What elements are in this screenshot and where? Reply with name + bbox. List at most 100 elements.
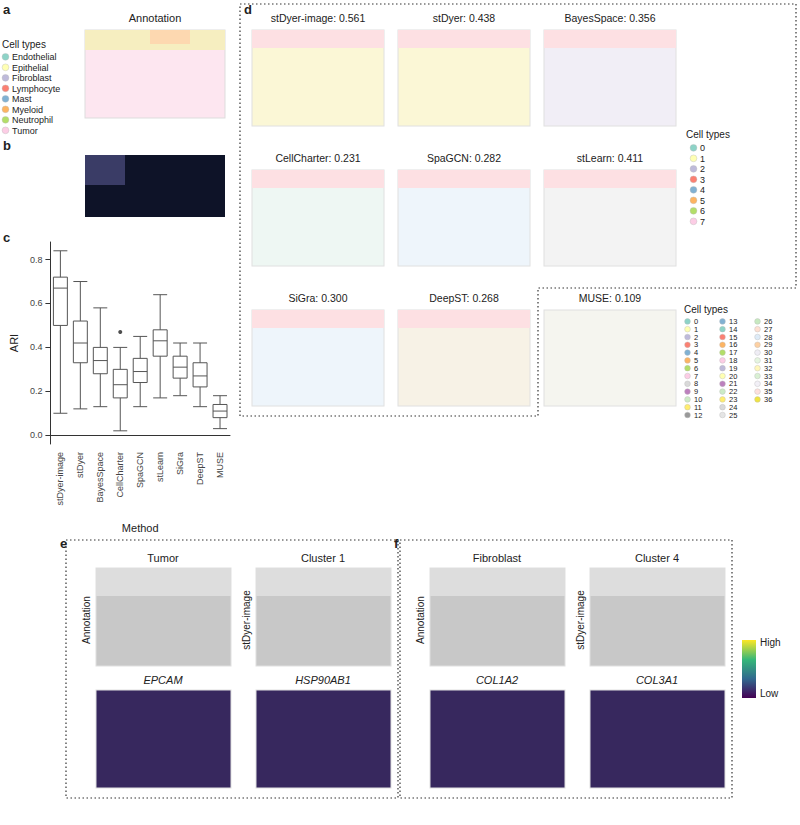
svg-text:SpaGCN: 0.282: SpaGCN: 0.282 bbox=[427, 152, 501, 164]
svg-text:b: b bbox=[3, 138, 11, 153]
svg-text:19: 19 bbox=[729, 364, 737, 373]
svg-text:Tumor: Tumor bbox=[12, 126, 38, 136]
svg-text:stDyer: stDyer bbox=[75, 452, 85, 478]
svg-text:21: 21 bbox=[729, 379, 737, 388]
svg-text:COL1A2: COL1A2 bbox=[476, 674, 518, 686]
svg-text:stLearn: 0.411: stLearn: 0.411 bbox=[577, 152, 644, 164]
svg-text:29: 29 bbox=[764, 340, 772, 349]
svg-text:10: 10 bbox=[694, 395, 702, 404]
svg-text:Annotation: Annotation bbox=[129, 12, 182, 24]
svg-text:stDyer-image: stDyer-image bbox=[55, 452, 65, 506]
svg-text:31: 31 bbox=[764, 356, 772, 365]
svg-text:Cell types: Cell types bbox=[686, 129, 730, 140]
svg-text:SiGra: SiGra bbox=[175, 452, 185, 475]
svg-text:CellCharter: 0.231: CellCharter: 0.231 bbox=[275, 152, 360, 164]
svg-text:12: 12 bbox=[694, 411, 702, 420]
svg-text:BayesSpace: BayesSpace bbox=[95, 452, 105, 503]
svg-text:36: 36 bbox=[764, 395, 772, 404]
svg-text:DeepST: 0.268: DeepST: 0.268 bbox=[429, 292, 499, 304]
svg-text:stDyer-image: stDyer-image bbox=[575, 590, 586, 650]
svg-text:0.2: 0.2 bbox=[30, 386, 43, 396]
svg-text:15: 15 bbox=[729, 333, 737, 342]
svg-text:DeepST: DeepST bbox=[195, 452, 205, 486]
svg-text:0: 0 bbox=[694, 317, 698, 326]
svg-text:stDyer-image: 0.561: stDyer-image: 0.561 bbox=[271, 12, 366, 24]
svg-text:MUSE: 0.109: MUSE: 0.109 bbox=[579, 292, 642, 304]
svg-text:30: 30 bbox=[764, 348, 772, 357]
svg-text:Neutrophil: Neutrophil bbox=[12, 115, 53, 125]
svg-text:EPCAM: EPCAM bbox=[143, 674, 183, 686]
svg-text:22: 22 bbox=[729, 387, 737, 396]
svg-text:a: a bbox=[3, 2, 11, 17]
svg-text:Tumor: Tumor bbox=[147, 552, 179, 564]
svg-text:Fibroblast: Fibroblast bbox=[473, 552, 521, 564]
svg-text:5: 5 bbox=[694, 356, 698, 365]
svg-text:34: 34 bbox=[764, 379, 772, 388]
svg-text:20: 20 bbox=[729, 372, 737, 381]
svg-text:18: 18 bbox=[729, 356, 737, 365]
svg-text:4: 4 bbox=[694, 348, 698, 357]
svg-text:1: 1 bbox=[694, 325, 698, 334]
svg-text:Annotation: Annotation bbox=[81, 596, 92, 644]
svg-text:BayesSpace: 0.356: BayesSpace: 0.356 bbox=[564, 12, 655, 24]
svg-text:Epithelial: Epithelial bbox=[12, 63, 49, 73]
svg-text:0.8: 0.8 bbox=[30, 255, 43, 265]
svg-text:Cell types: Cell types bbox=[2, 39, 46, 50]
svg-text:2: 2 bbox=[700, 164, 705, 174]
svg-text:Low: Low bbox=[760, 688, 779, 699]
svg-text:Method: Method bbox=[122, 522, 159, 534]
svg-text:Myeloid: Myeloid bbox=[12, 105, 43, 115]
svg-text:Fibroblast: Fibroblast bbox=[12, 73, 52, 83]
svg-text:0: 0 bbox=[700, 143, 705, 153]
svg-text:5: 5 bbox=[700, 196, 705, 206]
svg-text:stLearn: stLearn bbox=[155, 452, 165, 482]
svg-text:Cell types: Cell types bbox=[684, 304, 728, 315]
svg-text:8: 8 bbox=[694, 379, 698, 388]
svg-text:Mast: Mast bbox=[12, 94, 32, 104]
svg-text:23: 23 bbox=[729, 395, 737, 404]
svg-text:6: 6 bbox=[694, 364, 698, 373]
svg-text:Lymphocyte: Lymphocyte bbox=[12, 84, 60, 94]
svg-text:27: 27 bbox=[764, 325, 772, 334]
svg-text:7: 7 bbox=[700, 217, 705, 227]
svg-text:9: 9 bbox=[694, 387, 698, 396]
svg-text:SiGra: 0.300: SiGra: 0.300 bbox=[289, 292, 348, 304]
svg-text:stDyer: 0.438: stDyer: 0.438 bbox=[433, 12, 496, 24]
svg-text:35: 35 bbox=[764, 387, 772, 396]
svg-text:0.0: 0.0 bbox=[30, 430, 43, 440]
svg-text:14: 14 bbox=[729, 325, 737, 334]
svg-text:Cluster 1: Cluster 1 bbox=[301, 552, 345, 564]
svg-text:CellCharter: CellCharter bbox=[115, 452, 125, 498]
svg-text:0.4: 0.4 bbox=[30, 342, 43, 352]
svg-text:16: 16 bbox=[729, 340, 737, 349]
svg-text:f: f bbox=[394, 536, 399, 551]
svg-text:26: 26 bbox=[764, 317, 772, 326]
svg-text:MUSE: MUSE bbox=[215, 452, 225, 478]
svg-text:0.6: 0.6 bbox=[30, 298, 43, 308]
svg-text:stDyer-image: stDyer-image bbox=[241, 590, 252, 650]
svg-text:24: 24 bbox=[729, 403, 737, 412]
svg-text:13: 13 bbox=[729, 317, 737, 326]
svg-text:28: 28 bbox=[764, 333, 772, 342]
svg-text:11: 11 bbox=[694, 403, 702, 412]
svg-text:ARI: ARI bbox=[8, 334, 20, 352]
svg-text:d: d bbox=[244, 2, 252, 17]
svg-text:HSP90AB1: HSP90AB1 bbox=[295, 674, 351, 686]
svg-text:32: 32 bbox=[764, 364, 772, 373]
svg-text:7: 7 bbox=[694, 372, 698, 381]
svg-text:SpaGCN: SpaGCN bbox=[135, 452, 145, 488]
svg-text:1: 1 bbox=[700, 154, 705, 164]
svg-text:Endothelial: Endothelial bbox=[12, 52, 57, 62]
svg-text:3: 3 bbox=[700, 175, 705, 185]
svg-text:COL3A1: COL3A1 bbox=[636, 674, 678, 686]
svg-text:6: 6 bbox=[700, 206, 705, 216]
svg-text:e: e bbox=[60, 536, 67, 551]
svg-text:17: 17 bbox=[729, 348, 737, 357]
svg-text:2: 2 bbox=[694, 333, 698, 342]
svg-text:3: 3 bbox=[694, 340, 698, 349]
svg-text:c: c bbox=[3, 230, 10, 245]
svg-text:25: 25 bbox=[729, 411, 737, 420]
svg-text:33: 33 bbox=[764, 372, 772, 381]
svg-text:Annotation: Annotation bbox=[415, 596, 426, 644]
svg-text:Cluster 4: Cluster 4 bbox=[635, 552, 679, 564]
